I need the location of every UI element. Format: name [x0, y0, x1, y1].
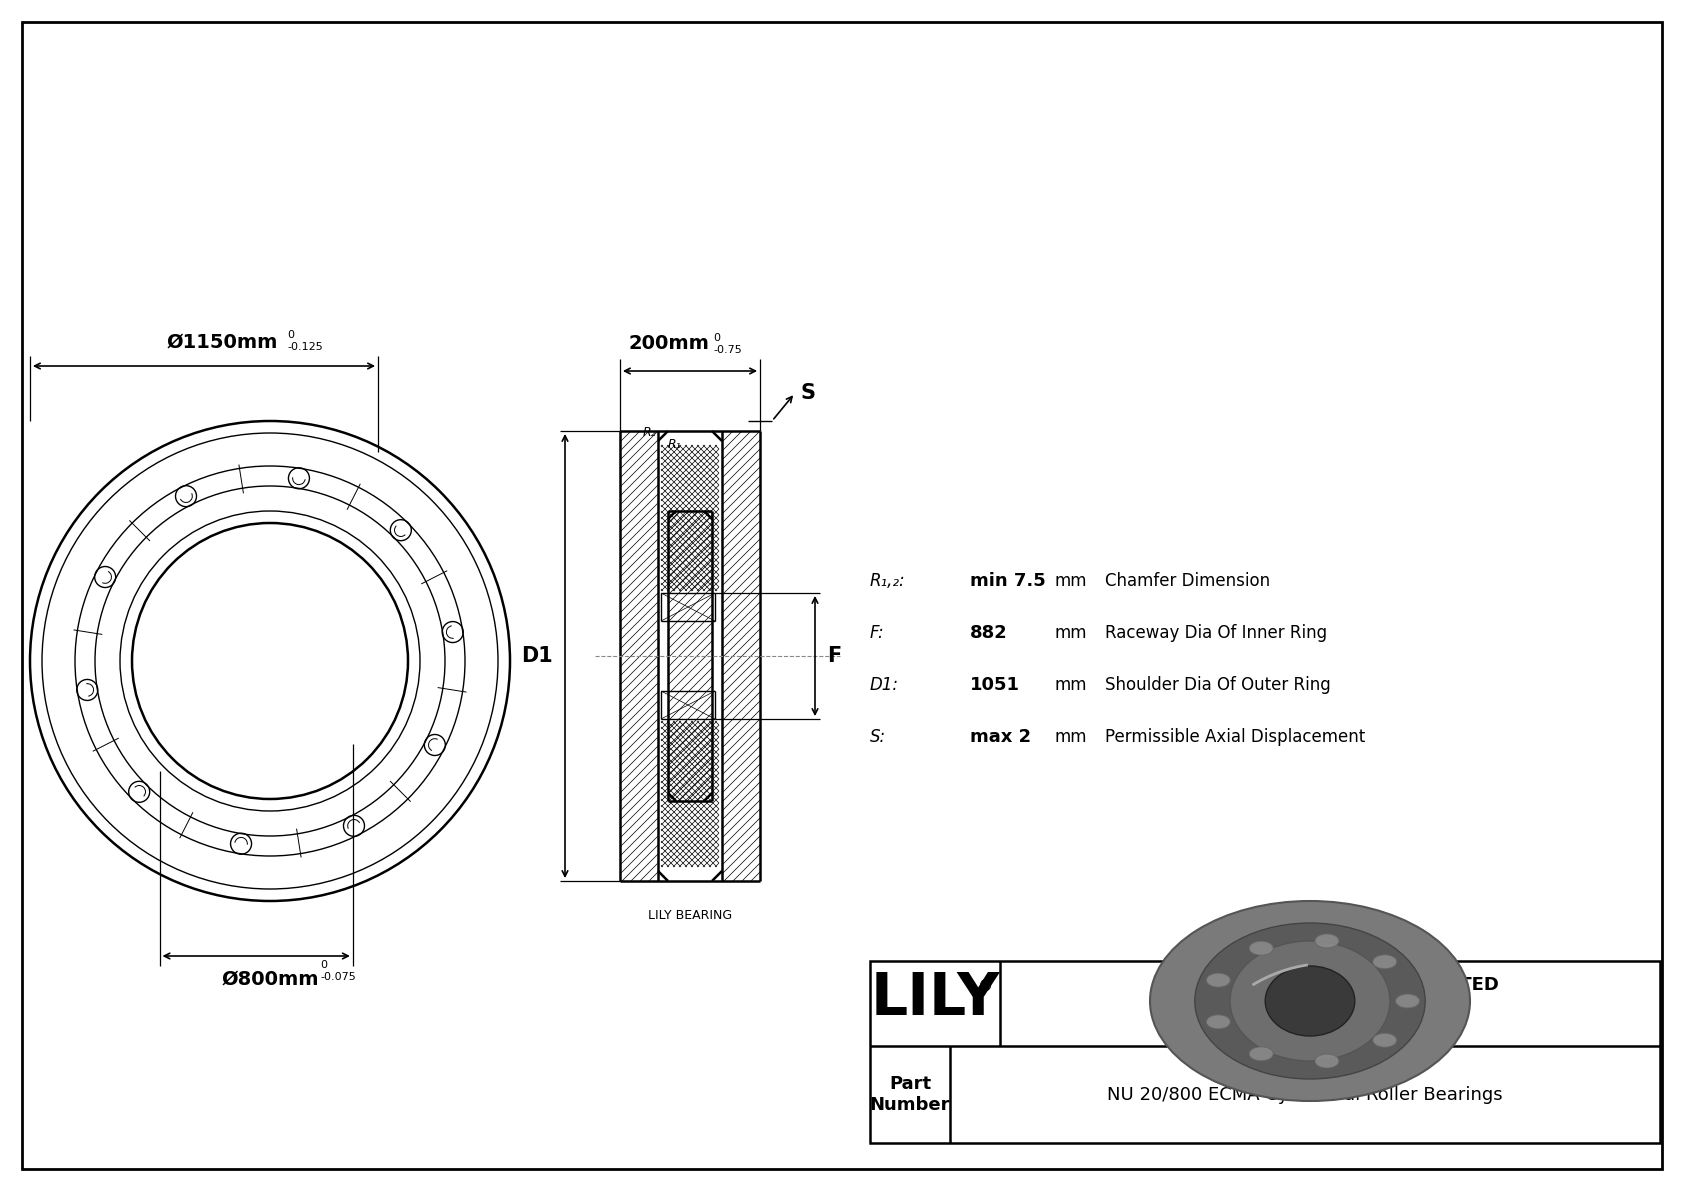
Text: 882: 882 — [970, 624, 1007, 642]
Text: Shoulder Dia Of Outer Ring: Shoulder Dia Of Outer Ring — [1105, 676, 1330, 694]
Text: S:: S: — [871, 728, 886, 746]
Ellipse shape — [1206, 1015, 1231, 1029]
Text: Raceway Dia Of Inner Ring: Raceway Dia Of Inner Ring — [1105, 624, 1327, 642]
Text: F:: F: — [871, 624, 884, 642]
Ellipse shape — [1206, 973, 1231, 987]
Ellipse shape — [1150, 902, 1470, 1100]
Text: R₂: R₂ — [642, 426, 657, 439]
Text: Ø1150mm: Ø1150mm — [167, 333, 278, 353]
Text: F: F — [827, 646, 842, 666]
Text: max 2: max 2 — [970, 728, 1031, 746]
Ellipse shape — [1196, 923, 1425, 1079]
Ellipse shape — [1265, 966, 1356, 1036]
Text: LILY BEARING: LILY BEARING — [648, 909, 733, 922]
Text: D1:: D1: — [871, 676, 899, 694]
Text: ®: ® — [978, 979, 994, 994]
Text: -0.75: -0.75 — [712, 345, 741, 355]
Text: Permissible Axial Displacement: Permissible Axial Displacement — [1105, 728, 1366, 746]
Text: S: S — [800, 384, 815, 403]
Text: R₁,₂:: R₁,₂: — [871, 572, 906, 590]
Ellipse shape — [1396, 994, 1420, 1008]
Text: mm: mm — [1054, 624, 1088, 642]
Text: LILY: LILY — [871, 969, 1000, 1027]
Text: 0: 0 — [286, 330, 295, 339]
Text: min 7.5: min 7.5 — [970, 572, 1046, 590]
Ellipse shape — [1372, 1034, 1396, 1047]
Text: NU 20/800 ECMA Cylindrical Roller Bearings: NU 20/800 ECMA Cylindrical Roller Bearin… — [1106, 1085, 1502, 1104]
Text: mm: mm — [1054, 572, 1088, 590]
Text: Chamfer Dimension: Chamfer Dimension — [1105, 572, 1270, 590]
Ellipse shape — [1229, 941, 1389, 1061]
Ellipse shape — [1372, 955, 1396, 968]
Text: SHANGHAI LILY BEARING LIMITED: SHANGHAI LILY BEARING LIMITED — [1160, 977, 1499, 994]
Text: 1051: 1051 — [970, 676, 1021, 694]
Text: 0: 0 — [320, 960, 327, 969]
Text: 200mm: 200mm — [628, 333, 709, 353]
Ellipse shape — [1315, 934, 1339, 948]
Text: 0: 0 — [712, 333, 721, 343]
Text: Ø800mm: Ø800mm — [221, 969, 318, 989]
Text: -0.125: -0.125 — [286, 342, 323, 353]
Text: mm: mm — [1054, 676, 1088, 694]
Ellipse shape — [1315, 1054, 1339, 1068]
Text: -0.075: -0.075 — [320, 972, 355, 983]
Text: Part
Number: Part Number — [869, 1075, 950, 1114]
Text: Email: lilybearing@lily-bearing.com: Email: lilybearing@lily-bearing.com — [1207, 1012, 1453, 1027]
Text: mm: mm — [1054, 728, 1088, 746]
Ellipse shape — [1250, 1047, 1273, 1061]
Bar — [871, 961, 1660, 1143]
Text: R₁: R₁ — [669, 438, 682, 451]
Ellipse shape — [1250, 941, 1273, 955]
Text: D1: D1 — [522, 646, 552, 666]
